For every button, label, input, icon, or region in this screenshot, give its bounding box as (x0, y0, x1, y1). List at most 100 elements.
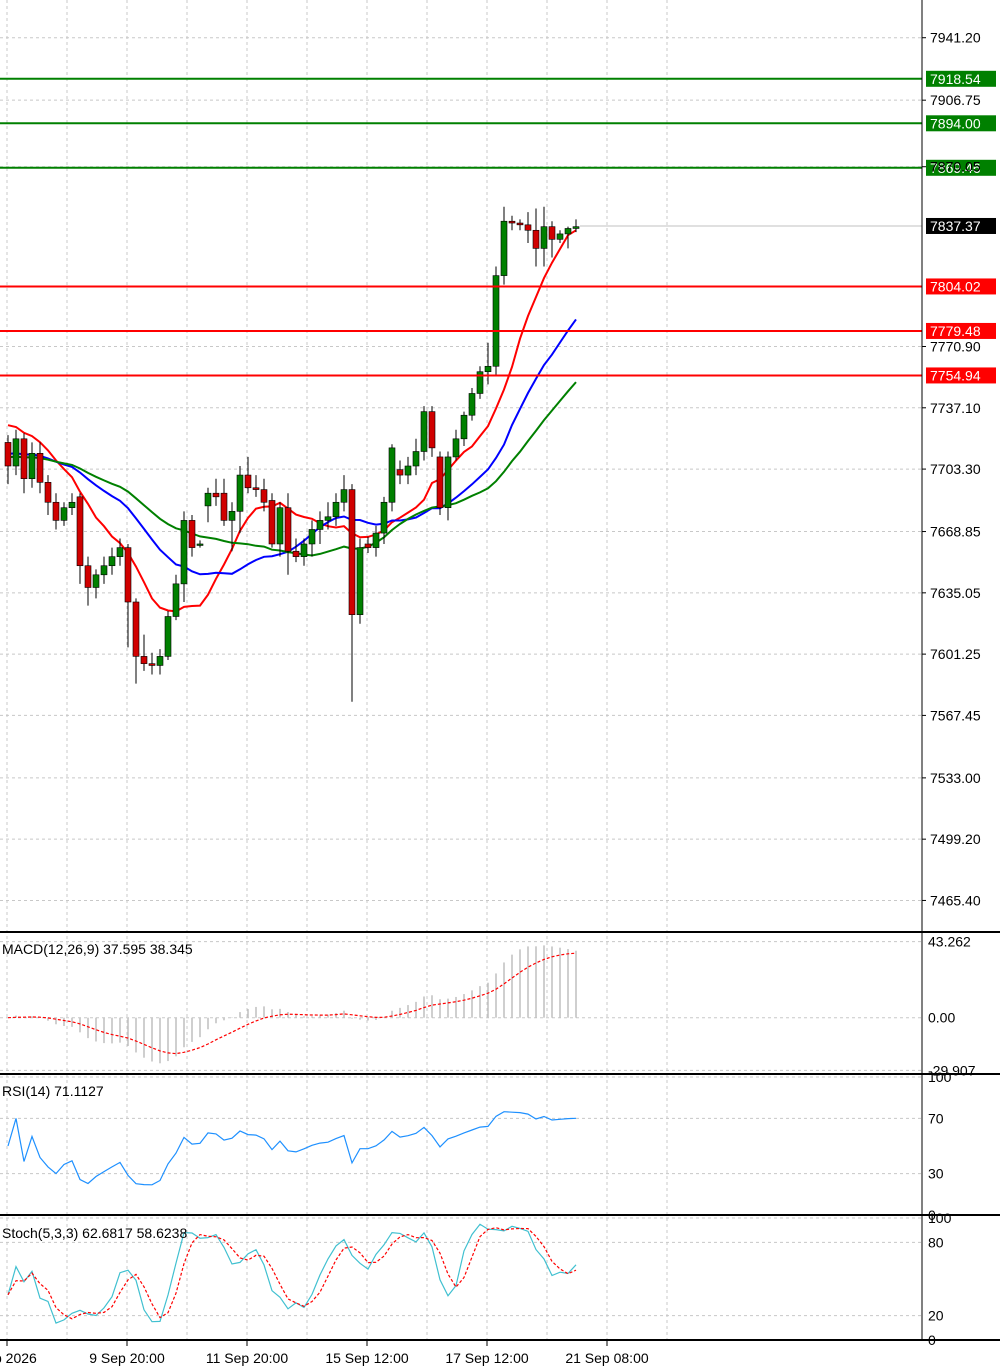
candle-body (132, 601, 140, 657)
candle-body (12, 438, 20, 467)
stoch-title: Stoch(5,3,3) 62.6817 58.6238 (2, 1225, 187, 1241)
stoch-d-line (7, 1227, 577, 1320)
candle-body (572, 226, 580, 229)
candles (4, 206, 580, 702)
candle-body (524, 224, 532, 231)
time-tick-label: 21 Sep 08:00 (565, 1350, 649, 1366)
resistance-level-tag (926, 159, 996, 176)
candle-body (468, 393, 476, 416)
candle-body (44, 482, 52, 503)
candle-body (204, 492, 212, 507)
macd-tick-label: 0.00 (928, 1010, 955, 1026)
price-tick-label: 7499.20 (930, 831, 981, 847)
candle-body (500, 220, 508, 276)
candle-body (236, 474, 244, 512)
resistance-level-label: 7918.54 (930, 71, 981, 87)
candle-body (460, 414, 468, 440)
stoch-tick-label: 100 (928, 1210, 952, 1226)
price-tick-label: 7533.00 (930, 770, 981, 786)
rsi-tick-label: 70 (928, 1110, 944, 1126)
support-level-tag (926, 322, 996, 339)
candle-body (396, 469, 404, 476)
rsi-tick-label: 30 (928, 1166, 944, 1182)
time-tick-label: 11 Sep 20:00 (206, 1350, 288, 1366)
stoch-tick-label: 80 (928, 1234, 944, 1250)
candle-body (516, 222, 524, 226)
axis-labels: 7941.20 7906.75 7870.05 7770.90 7737.10 7703.… (0, 30, 981, 1366)
candle-body (140, 656, 148, 664)
current-price-tag (926, 217, 996, 234)
price-tick-label: 7567.45 (930, 707, 981, 723)
candle-body (148, 663, 156, 666)
candle-body (412, 451, 420, 467)
candle-body (476, 371, 484, 394)
price-tick-label: 7601.25 (930, 646, 981, 662)
support-level-label: 7804.02 (930, 278, 981, 294)
support-level-tag (926, 367, 996, 384)
candle-body (100, 565, 108, 576)
sma-slow-line (7, 381, 577, 557)
candle-body (340, 489, 348, 503)
price-tick-label: 7668.85 (930, 524, 981, 540)
candle-body (124, 547, 132, 603)
rsi-tick-label: 100 (928, 1069, 952, 1085)
candle-body (356, 547, 364, 615)
support-level-label: 7779.48 (930, 323, 981, 339)
rsi-line (7, 1111, 577, 1186)
macd-signal-line (7, 952, 577, 1055)
sma-mid-line (7, 318, 577, 576)
candle-body (228, 511, 236, 521)
price-tick-label: 7703.30 (930, 461, 981, 477)
candle-body (484, 365, 492, 373)
stoch-tick-label: 20 (928, 1308, 944, 1324)
candle-body (452, 438, 460, 458)
candle-body (276, 507, 284, 545)
candle-body (20, 438, 28, 479)
price-tick-label: 7906.75 (930, 92, 981, 108)
candle-body (380, 501, 388, 534)
sma-fast-line (7, 229, 577, 613)
support-level-label: 7754.94 (930, 367, 981, 383)
candle-body (444, 456, 452, 509)
price-tick-label: 7870.05 (930, 159, 981, 175)
candle-body (196, 543, 204, 546)
candle-body (300, 543, 308, 557)
candle-body (324, 516, 332, 521)
candle-body (36, 453, 44, 483)
candle-body (348, 489, 356, 615)
candle-body (508, 220, 516, 224)
candle-body (108, 556, 116, 567)
macd-title: MACD(12,26,9) 37.595 38.345 (2, 941, 193, 957)
candle-body (364, 543, 372, 548)
candle-body (404, 465, 412, 476)
candle-body (316, 520, 324, 530)
candle-body (52, 501, 60, 521)
candle-body (28, 453, 36, 479)
time-tick-label: 15 Sep 12:00 (325, 1350, 409, 1366)
candle-body (556, 233, 564, 240)
candle-body (532, 229, 540, 249)
candle-body (84, 565, 92, 588)
candle-body (548, 226, 556, 240)
resistance-level-label: 7894.00 (930, 115, 981, 131)
candle-body (308, 529, 316, 545)
candle-body (260, 489, 268, 503)
candle-body (4, 442, 12, 467)
candle-body (564, 228, 572, 235)
resistance-level-label: 7869.46 (930, 160, 981, 176)
resistance-level-tag (926, 70, 996, 87)
candle-body (492, 275, 500, 367)
resistance-level-tag (926, 115, 996, 132)
candle-body (292, 550, 300, 557)
moving-averages (7, 229, 577, 613)
candle-body (188, 520, 196, 548)
price-tick-label: 7465.40 (930, 892, 981, 908)
rsi-pane: 10070300 (0, 1069, 952, 1223)
time-tick-label: 17 Sep 12:00 (445, 1350, 529, 1366)
rsi-title: RSI(14) 71.1127 (2, 1083, 104, 1099)
price-tick-label: 7635.05 (930, 585, 981, 601)
current-price-label: 7837.37 (930, 218, 981, 234)
candle-body (212, 492, 220, 498)
